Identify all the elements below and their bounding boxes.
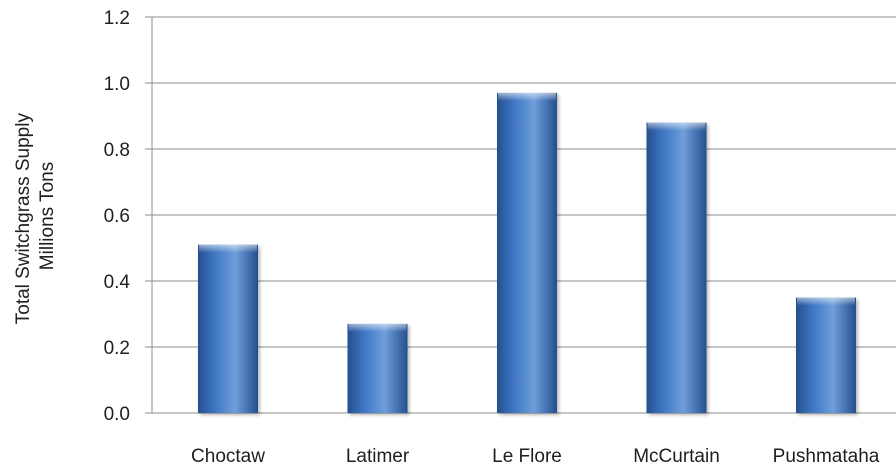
y-axis-title: Total Switchgrass Supply Millions Tons (13, 108, 58, 325)
x-tick-label: Latimer (346, 446, 410, 467)
y-tick-label: 0.0 (104, 404, 130, 425)
y-tick-label: 0.4 (104, 272, 131, 293)
bars (198, 92, 856, 414)
y-tick-label: 0.2 (104, 338, 130, 359)
y-tick-label: 1.0 (104, 74, 130, 95)
bar-group (497, 92, 557, 414)
y-tick-label: 1.2 (104, 8, 130, 29)
bar-highlight (199, 244, 257, 253)
bar-group (347, 323, 408, 413)
x-tick-labels: Choctaw Latimer Le Flore McCurtain Pushmatah… (191, 446, 880, 467)
bar-group (198, 244, 258, 413)
x-tick-label: Le Flore (492, 446, 562, 467)
y-tick-label: 0.6 (104, 206, 130, 227)
bar-highlight (348, 323, 407, 332)
y-tick-label: 0.8 (104, 140, 130, 161)
bar-highlight (647, 122, 706, 131)
bar (796, 297, 856, 413)
bar (347, 323, 408, 413)
bar (198, 244, 258, 413)
bar (497, 92, 557, 414)
bar-highlight (797, 297, 855, 306)
x-tick-label: Pushmataha (773, 446, 880, 467)
bar-group (796, 297, 856, 413)
y-axis-title-line-2: Millions Tons (37, 162, 58, 270)
bar (646, 122, 707, 413)
bar-highlight (498, 92, 556, 101)
y-tick-labels: 0.0 0.2 0.4 0.6 0.8 1.0 1.2 (104, 8, 131, 425)
x-tick-label: Choctaw (191, 446, 265, 467)
bar-group (646, 122, 707, 413)
y-axis-title-line-1: Total Switchgrass Supply (13, 113, 34, 325)
x-tick-label: McCurtain (633, 446, 720, 467)
